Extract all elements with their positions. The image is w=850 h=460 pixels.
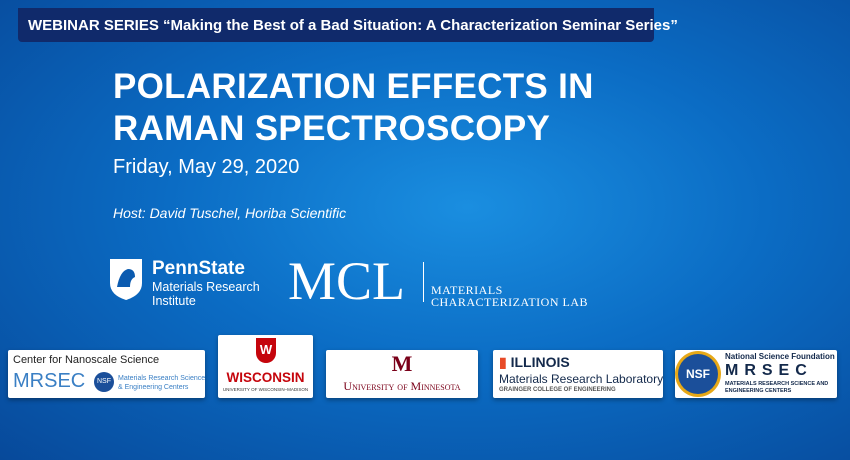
nsf-badge: NSF — [678, 354, 718, 394]
sponsor-line: MATERIALS RESEARCH SCIENCE AND — [725, 381, 829, 387]
sponsor-name: University of Minnesota — [343, 379, 461, 393]
sponsor-name: MRSEC — [725, 362, 813, 379]
sponsor-name: MRSEC — [13, 370, 86, 392]
sponsor-card: W WISCONSIN UNIVERSITY OF WISCONSIN–MADI… — [218, 335, 313, 398]
title: POLARIZATION EFFECTS IN RAMAN SPECTROSCO… — [113, 67, 594, 148]
sponsor-line: Materials Research Science — [118, 375, 205, 382]
uw-crest: W — [256, 338, 276, 363]
illinois-name: ILLINOIS — [510, 354, 570, 370]
sponsor-sub: Materials Research Science & Engineering… — [118, 374, 205, 392]
sponsor-card: NSF National Science Foundation MRSEC MA… — [675, 350, 837, 398]
sponsor-name: WISCONSIN — [226, 370, 305, 385]
sponsor-title: Center for Nanoscale Science — [13, 354, 160, 366]
sponsor-sub: UNIVERSITY OF WISCONSIN–MADISON — [222, 387, 309, 392]
pennstate-unit: Materials Research Institute — [152, 280, 260, 308]
sponsor-card: ▮ ILLINOIS Materials Research Laboratory… — [493, 350, 663, 398]
mcl-line: Characterization Lab — [431, 295, 588, 309]
host: Host: David Tuschel, Horiba Scientific — [113, 205, 347, 221]
sponsor-card: M University of Minnesota — [326, 350, 478, 398]
sponsor-sub: MATERIALS RESEARCH SCIENCE AND ENGINEERI… — [725, 381, 828, 395]
mcl-divider — [423, 262, 424, 302]
sponsor-line: & Engineering Centers — [118, 384, 189, 391]
mcl-name: MCL — [288, 251, 406, 311]
sponsor-line: ENGINEERING CENTERS — [725, 388, 792, 394]
sponsor-sub: GRAINGER COLLEGE OF ENGINEERING — [499, 387, 616, 393]
pennstate-shield — [110, 259, 142, 300]
sponsor-title: National Science Foundation — [725, 352, 835, 361]
sponsor-card: Center for Nanoscale Science MRSEC NSF M… — [8, 350, 205, 398]
pennstate-line: Institute — [152, 294, 196, 308]
series-banner: WEBINAR SERIES “Making the Best of a Bad… — [18, 8, 678, 42]
pennstate-name: PennState — [152, 258, 245, 279]
nsf-badge: NSF — [94, 372, 114, 392]
sponsor-name: ▮ ILLINOIS — [499, 354, 570, 370]
mcl-unit: Materials Characterization Lab — [431, 284, 588, 308]
umn-mark: M — [391, 351, 413, 376]
sponsor-sub: Materials Research Laboratory — [499, 372, 663, 386]
pennstate-line: Materials Research — [152, 280, 260, 294]
date: Friday, May 29, 2020 — [113, 156, 300, 178]
mcl-line: Materials — [431, 283, 503, 297]
